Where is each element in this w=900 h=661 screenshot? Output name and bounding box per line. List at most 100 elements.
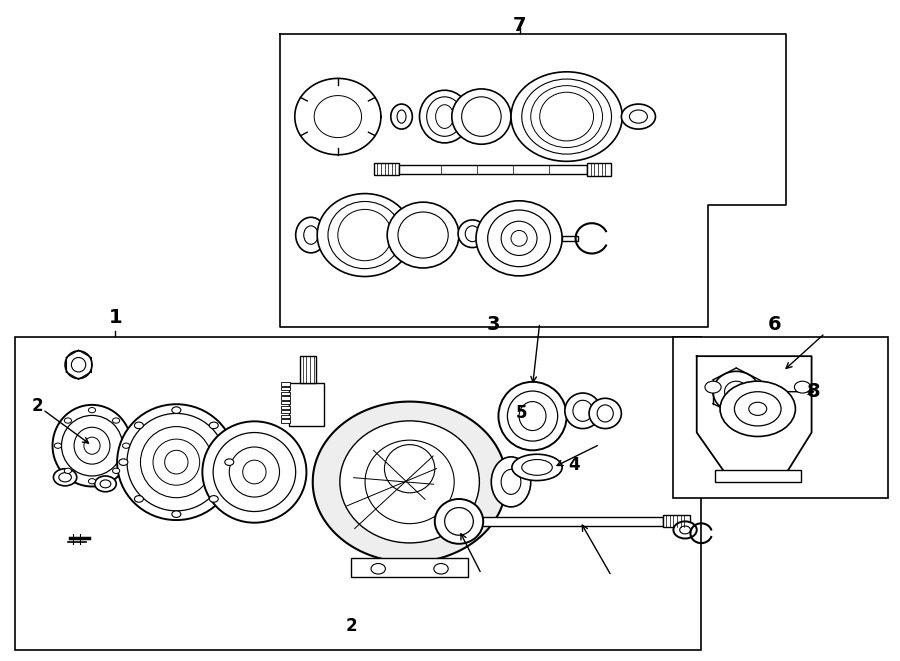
Text: 1: 1 (109, 308, 122, 327)
Ellipse shape (61, 415, 122, 476)
Circle shape (122, 443, 130, 448)
Bar (588, 163, 610, 176)
Circle shape (705, 381, 721, 393)
Ellipse shape (499, 382, 567, 450)
Circle shape (134, 422, 143, 429)
Ellipse shape (491, 457, 531, 507)
Bar (289, 383, 324, 426)
Circle shape (112, 468, 120, 473)
Polygon shape (295, 79, 381, 155)
Bar (351, 559, 468, 576)
Ellipse shape (387, 202, 459, 268)
Circle shape (720, 381, 796, 436)
Ellipse shape (328, 202, 401, 268)
Circle shape (749, 403, 767, 415)
Circle shape (225, 459, 234, 465)
Bar (282, 406, 291, 408)
Ellipse shape (397, 110, 406, 123)
Circle shape (64, 418, 71, 423)
Ellipse shape (540, 93, 594, 141)
Ellipse shape (65, 351, 92, 379)
Circle shape (371, 564, 385, 574)
Ellipse shape (511, 72, 622, 161)
Ellipse shape (488, 210, 551, 266)
Ellipse shape (476, 201, 562, 276)
Circle shape (795, 381, 811, 393)
Bar (399, 165, 588, 174)
Text: 6: 6 (768, 315, 781, 334)
Circle shape (88, 408, 95, 412)
Ellipse shape (127, 413, 226, 511)
Ellipse shape (365, 440, 454, 524)
Text: 3: 3 (486, 315, 500, 334)
Bar (474, 517, 662, 526)
Ellipse shape (465, 226, 480, 242)
Ellipse shape (590, 399, 621, 428)
Ellipse shape (384, 445, 435, 493)
Ellipse shape (153, 439, 200, 485)
Ellipse shape (462, 97, 501, 136)
Bar (282, 383, 291, 386)
Ellipse shape (436, 104, 454, 128)
Circle shape (54, 443, 61, 448)
Circle shape (119, 459, 128, 465)
Circle shape (172, 511, 181, 518)
Ellipse shape (296, 217, 326, 253)
Bar (282, 401, 291, 405)
Text: 2: 2 (346, 617, 357, 635)
Circle shape (680, 526, 690, 534)
Text: 8: 8 (806, 381, 820, 401)
Ellipse shape (74, 427, 110, 464)
Ellipse shape (391, 104, 412, 129)
Ellipse shape (522, 79, 611, 154)
Bar (282, 387, 291, 391)
Ellipse shape (445, 508, 473, 535)
Ellipse shape (304, 226, 318, 245)
Ellipse shape (165, 450, 188, 474)
Bar (282, 410, 291, 413)
Circle shape (434, 564, 448, 574)
Ellipse shape (435, 499, 483, 544)
Bar (282, 397, 291, 400)
Polygon shape (280, 34, 787, 327)
Circle shape (629, 110, 647, 123)
Bar (282, 414, 291, 418)
Text: 7: 7 (513, 16, 526, 35)
Ellipse shape (213, 432, 296, 512)
Ellipse shape (338, 210, 392, 260)
Bar (374, 163, 399, 175)
Circle shape (88, 479, 95, 484)
Circle shape (64, 468, 71, 473)
Ellipse shape (243, 460, 266, 484)
Bar (282, 392, 291, 395)
Circle shape (100, 480, 111, 488)
Ellipse shape (501, 469, 521, 494)
Ellipse shape (531, 86, 602, 147)
Bar (698, 357, 802, 426)
Circle shape (134, 496, 143, 502)
Ellipse shape (317, 194, 412, 276)
Ellipse shape (597, 405, 613, 422)
Bar (715, 470, 801, 482)
Ellipse shape (724, 381, 748, 403)
Circle shape (734, 392, 781, 426)
Circle shape (172, 407, 181, 413)
Ellipse shape (427, 97, 463, 136)
Circle shape (112, 418, 120, 423)
Circle shape (53, 469, 76, 486)
Bar (14, 337, 701, 650)
Polygon shape (697, 356, 812, 479)
Ellipse shape (522, 459, 553, 475)
Circle shape (673, 522, 697, 539)
Ellipse shape (508, 391, 558, 441)
Bar (301, 356, 316, 383)
Ellipse shape (573, 401, 593, 421)
Circle shape (210, 496, 219, 502)
Text: 5: 5 (516, 404, 527, 422)
Ellipse shape (713, 371, 760, 412)
Text: 2: 2 (32, 397, 43, 415)
Ellipse shape (512, 454, 562, 481)
Text: 4: 4 (568, 455, 580, 473)
Bar (282, 419, 291, 422)
Bar (562, 236, 579, 241)
